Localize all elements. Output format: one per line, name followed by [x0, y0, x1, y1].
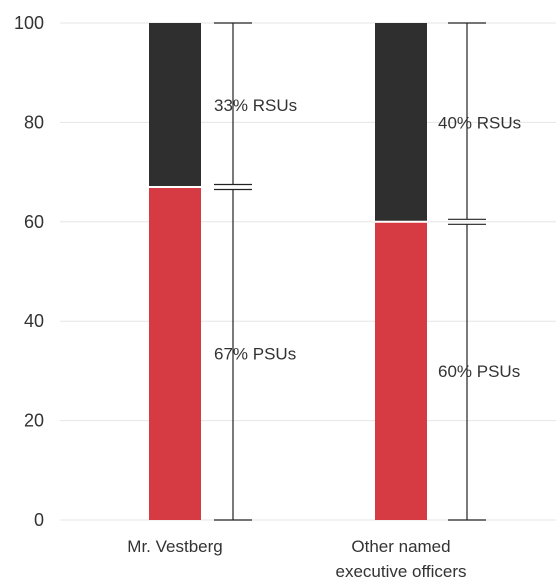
- annotation-label-2: 60% PSUs: [438, 362, 520, 381]
- annotation-label-3: 40% RSUs: [438, 113, 521, 132]
- bars: [149, 23, 427, 521]
- category-label-1-line-0: Other named: [351, 537, 450, 556]
- y-tick-label-0: 0: [34, 510, 44, 530]
- y-tick-label-100: 100: [14, 13, 44, 33]
- annotation-label-0: 67% PSUs: [214, 345, 296, 364]
- y-tick-label-60: 60: [24, 212, 44, 232]
- y-tick-label-40: 40: [24, 311, 44, 331]
- bar-segment-1-0: [375, 221, 427, 521]
- category-label-1-line-1: executive officers: [335, 562, 466, 577]
- x-axis: Mr. Vestberg Other named executive officer…: [127, 537, 466, 577]
- category-label-0-line-0: Mr. Vestberg: [127, 537, 222, 556]
- bar-segment-0-1: [149, 23, 201, 188]
- bar-segment-0-0: [149, 187, 201, 520]
- y-tick-label-20: 20: [24, 411, 44, 431]
- grid-layer: [60, 22, 556, 521]
- bar-segment-1-1: [375, 23, 427, 222]
- y-axis: 0 20 40 60 80 100: [14, 13, 44, 530]
- y-tick-label-80: 80: [24, 112, 44, 132]
- annotation-label-1: 33% RSUs: [214, 96, 297, 115]
- brackets: 67% PSUs 33% RSUs 60% PSUs 40% RSUs: [214, 22, 521, 521]
